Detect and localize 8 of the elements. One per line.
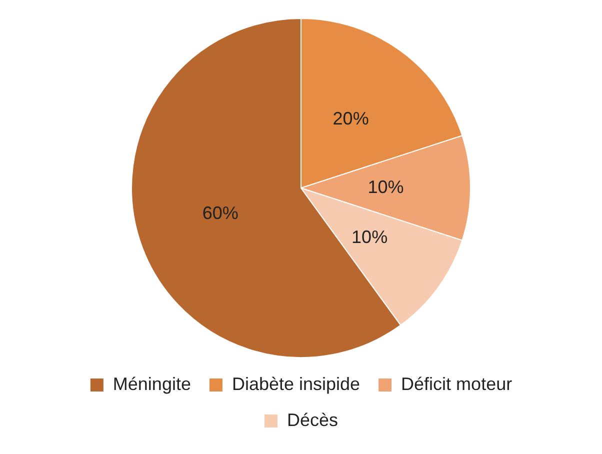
data-label: 10%	[352, 226, 388, 247]
data-label: 10%	[368, 176, 404, 197]
legend-label: Déficit moteur	[401, 374, 512, 394]
data-label: 20%	[332, 108, 369, 128]
legend-label: Méningite	[112, 374, 191, 394]
legend-label: Diabète insipide	[232, 374, 360, 394]
data-label: 60%	[202, 203, 238, 224]
legend-label: Décès	[286, 410, 338, 430]
